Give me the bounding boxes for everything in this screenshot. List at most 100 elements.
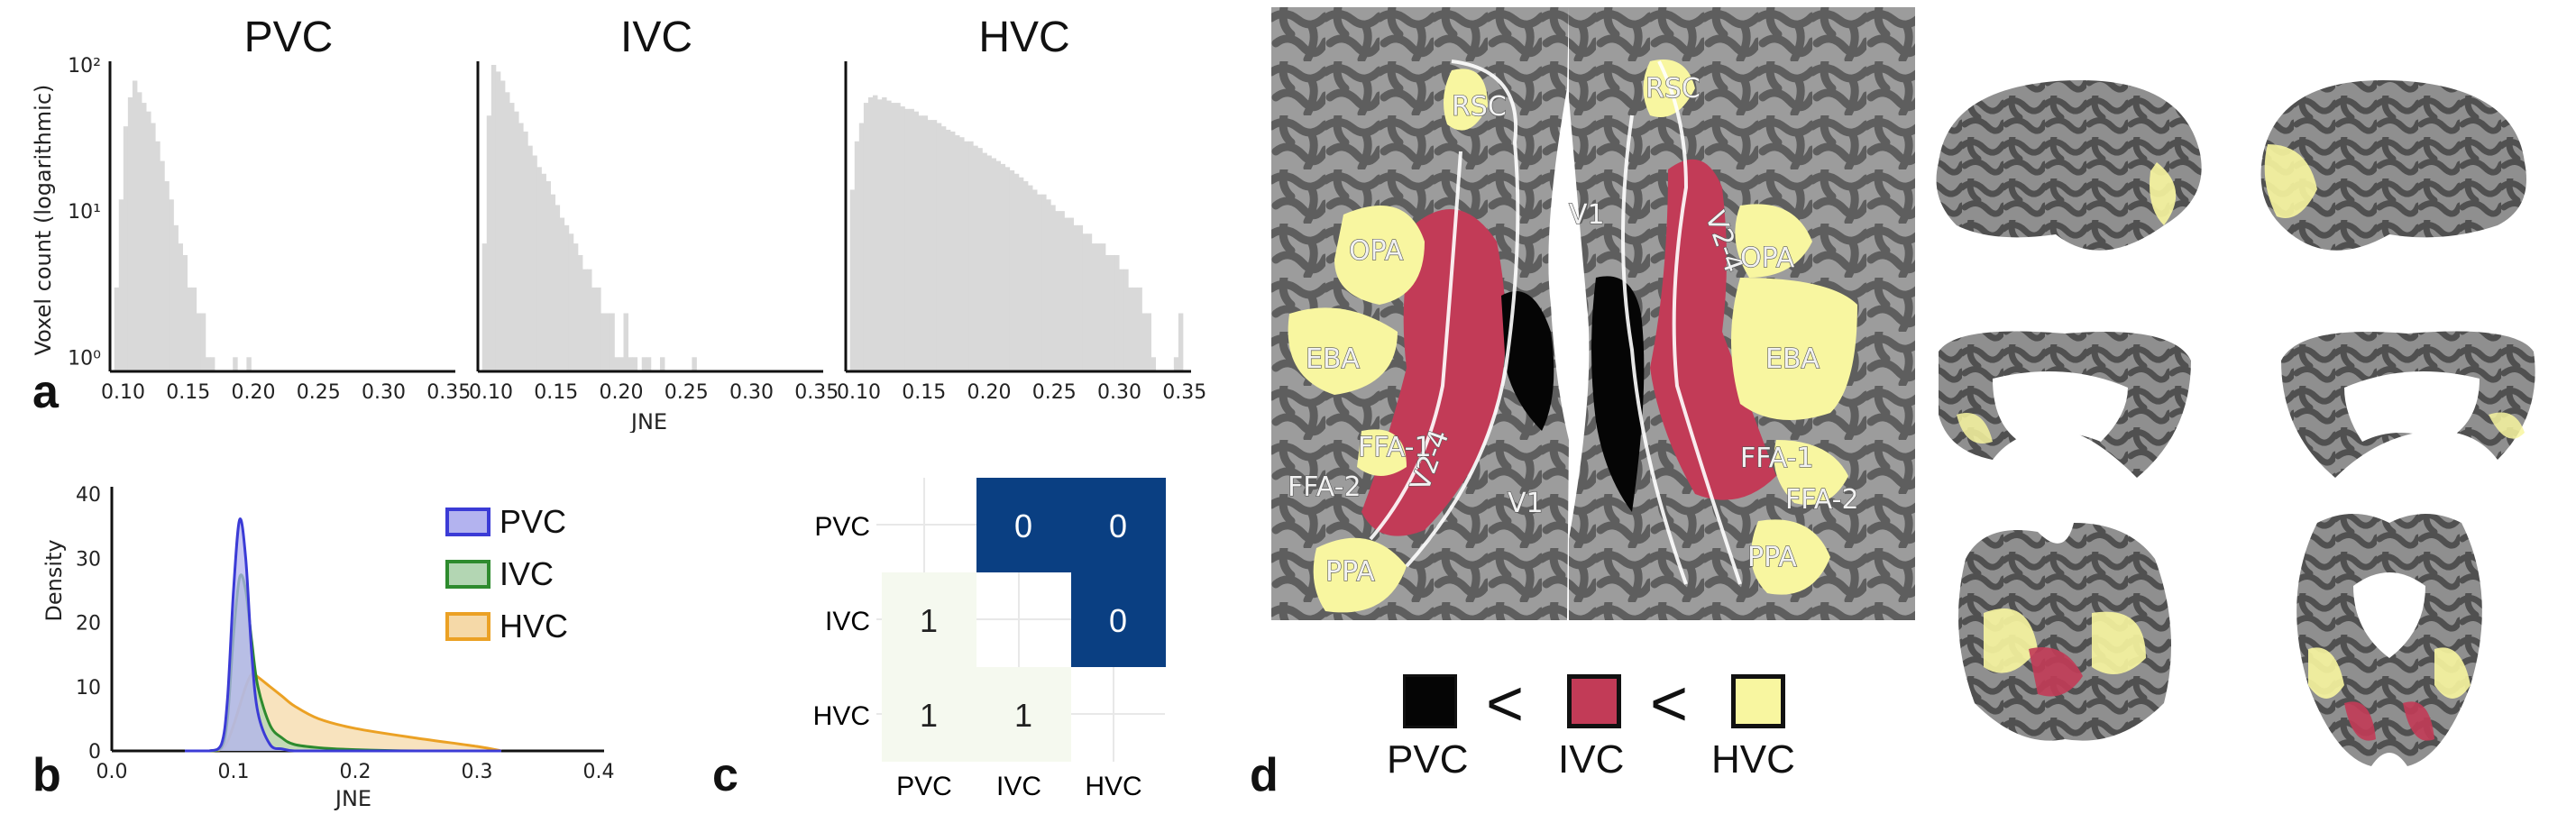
posterior-ivc — [2029, 647, 2083, 697]
roi-label-right-ffa2: FFA-2 — [1785, 484, 1859, 516]
hist-bar — [1105, 254, 1111, 371]
roi-label-right-rsc: RSC — [1646, 73, 1701, 105]
hist-xtick: 0.25 — [1032, 381, 1077, 404]
hist-bar — [882, 96, 887, 371]
legend-d-label-ivc: IVC — [1558, 737, 1625, 782]
hist-bar — [146, 111, 151, 372]
hist-xtick: 0.30 — [1097, 381, 1141, 404]
hist-bar — [692, 357, 697, 371]
hist-bar — [913, 111, 919, 372]
hist-bar — [610, 313, 615, 371]
hist-bar — [187, 287, 193, 371]
density-xtick: 0.2 — [340, 761, 371, 783]
hvc-ffa-left — [1357, 429, 1407, 476]
hist-bar — [532, 155, 537, 371]
hist-bar — [872, 95, 878, 372]
hist-bar — [164, 181, 170, 371]
hist-bar — [659, 357, 665, 371]
hist-bar — [1082, 233, 1088, 371]
hist-bar — [132, 80, 138, 371]
hist-ytick-2: 10⁰ — [68, 347, 101, 370]
density-plot: Density JNE 0.0 0.1 0.2 0.3 0.4 0 10 20 30 40 — [41, 484, 615, 811]
roi-label-right-eba: EBA — [1765, 343, 1820, 375]
legend-label-pvc: PVC — [500, 503, 567, 540]
legend-d-swatch-ivc — [1567, 674, 1621, 728]
hist-bar — [173, 224, 179, 371]
ventral-cutout — [2353, 572, 2425, 658]
ventral-hvc-right — [2434, 647, 2471, 699]
hist-bar — [200, 313, 206, 371]
hist-bar — [1013, 173, 1020, 371]
hist-xtick: 0.35 — [1162, 381, 1206, 404]
hist-bar — [867, 96, 874, 371]
hist-bar — [1027, 185, 1033, 371]
lateral-left-hvc — [2150, 162, 2177, 225]
hist-bar — [1046, 199, 1051, 371]
hist-title-hvc: HVC — [978, 14, 1070, 61]
hist-xtick: 0.10 — [837, 381, 881, 404]
hist-bar — [182, 254, 188, 371]
hist-bar — [142, 103, 147, 372]
legend-d-swatch-hvc — [1731, 674, 1785, 728]
legend-entry-pvc: PVC — [445, 501, 568, 543]
roi-label-left-ffa1: FFA-1 — [1358, 432, 1432, 463]
hist-xlabel: JNE — [629, 409, 667, 433]
hist-bar — [196, 313, 202, 371]
hist-bar — [495, 71, 501, 371]
hist-bar — [955, 135, 960, 371]
hist-bar — [600, 313, 606, 371]
hist-bar — [628, 357, 634, 371]
hist-bar — [169, 199, 174, 371]
hist-bar — [922, 115, 929, 371]
density-ytick: 40 — [76, 484, 101, 507]
hist-bar — [118, 199, 124, 371]
hist-bar — [1114, 254, 1120, 371]
hist-bar — [591, 287, 597, 371]
hist-ytick-1: 10¹ — [68, 201, 101, 224]
hist-bar — [1095, 243, 1102, 371]
density-xlabel: JNE — [334, 786, 371, 811]
legend-label-hvc: HVC — [500, 608, 569, 645]
hist-bar — [1022, 181, 1029, 371]
hist-bar — [481, 243, 488, 371]
hist-bar — [858, 123, 865, 372]
hist-bar — [545, 181, 551, 371]
roi-label-right-ppa: PPA — [1747, 542, 1797, 573]
matrix-cell-ivc-hvc — [1071, 572, 1166, 667]
hist-title-pvc: PVC — [243, 14, 334, 61]
hist-bar — [927, 120, 933, 371]
density-legend: PVC IVC HVC — [445, 501, 568, 647]
hist-bar — [582, 269, 588, 371]
hist-bar — [550, 194, 556, 371]
hist-bar — [918, 115, 924, 371]
matrix-cell-hvc-pvc — [882, 667, 976, 762]
density-ytick: 30 — [76, 548, 101, 571]
hist-bar — [1178, 313, 1184, 371]
hist-xtick: 0.25 — [665, 381, 709, 404]
density-ylabel: Density — [41, 539, 67, 621]
hist-bar — [945, 129, 951, 371]
hist-bar — [964, 141, 969, 371]
density-xtick: 0.4 — [583, 761, 615, 783]
panel-letter-a: a — [32, 366, 59, 418]
hist-bar — [891, 103, 896, 372]
hist-bar — [849, 189, 856, 371]
hist-bar — [114, 287, 120, 371]
ivc-region-right — [1650, 159, 1776, 500]
legend-entry-hvc: HVC — [445, 606, 568, 647]
hist-bar — [178, 243, 183, 371]
hist-bar — [940, 126, 947, 371]
histogram-pvc: 0.10 0.15 0.20 0.25 0.30 0.35 — [101, 61, 471, 404]
hist-bar — [573, 243, 579, 371]
hist-bar — [977, 148, 983, 371]
density-ytick: 20 — [76, 613, 101, 636]
hist-bar — [509, 103, 515, 372]
hist-bar — [995, 160, 1002, 371]
hist-bar — [936, 123, 942, 372]
hist-bar — [568, 233, 574, 371]
histogram-hvc: 0.10 0.15 0.20 0.25 0.30 0.35 — [837, 61, 1206, 404]
roi-label-left-ppa: PPA — [1325, 556, 1375, 588]
legend-d-label-hvc: HVC — [1711, 737, 1795, 782]
hist-xtick: 0.25 — [297, 381, 341, 404]
matrix-col-label-ivc: IVC — [996, 772, 1041, 801]
